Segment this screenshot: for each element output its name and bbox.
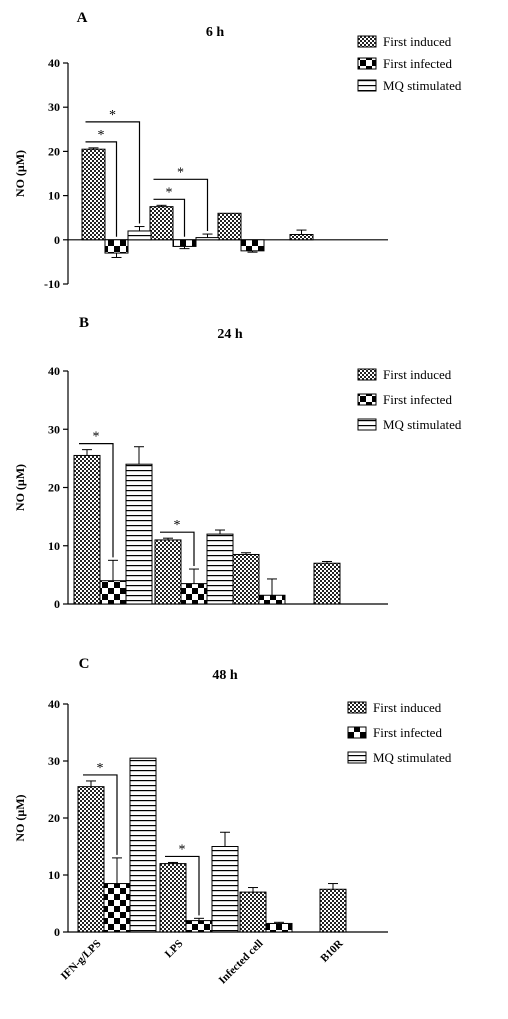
- category-label: IFN-g/LPS: [59, 938, 104, 983]
- y-axis-label: NO (μM): [13, 464, 27, 511]
- legend-label: First infected: [373, 725, 442, 740]
- legend-swatch: [347, 751, 367, 764]
- bar: [217, 212, 242, 241]
- significance-bracket: [83, 774, 118, 855]
- significance-bracket: [160, 531, 195, 567]
- chart-title-B: 24 h: [217, 327, 243, 342]
- legend-swatch: [357, 35, 377, 48]
- y-tick-label: 40: [48, 697, 60, 711]
- significance-star: *: [93, 430, 100, 445]
- significance-star: *: [97, 761, 104, 776]
- legend-swatch: [357, 368, 377, 381]
- legend-swatch: [357, 79, 377, 92]
- bar: [129, 757, 157, 933]
- y-tick-label: 20: [48, 811, 60, 825]
- y-axis-label: NO (μM): [13, 150, 27, 197]
- bar: [125, 463, 153, 605]
- significance-bracket: [85, 141, 118, 237]
- panel-letter-B: B: [79, 315, 89, 331]
- bar: [172, 239, 197, 247]
- bar: [154, 539, 182, 605]
- legend-label: First infected: [383, 56, 452, 71]
- bar: [103, 883, 131, 933]
- significance-bracket: [153, 178, 209, 232]
- bar: [99, 580, 127, 605]
- significance-star: *: [174, 518, 181, 533]
- legend-label: First induced: [383, 367, 452, 382]
- y-tick-label: 30: [48, 754, 60, 768]
- bar: [81, 148, 106, 241]
- bar: [185, 920, 213, 933]
- legend-swatch: [357, 418, 377, 431]
- y-axis-label: NO (μM): [13, 794, 27, 841]
- y-tick-label: 0: [54, 925, 60, 939]
- significance-bracket: [165, 855, 200, 916]
- bar: [211, 846, 239, 933]
- bar: [104, 239, 129, 254]
- legend-label: First induced: [383, 34, 452, 49]
- y-tick-label: 10: [48, 539, 60, 553]
- legend-swatch: [357, 393, 377, 406]
- bar: [180, 583, 208, 605]
- bar: [313, 562, 341, 605]
- chart-title-A: 6 h: [206, 25, 225, 40]
- significance-star: *: [166, 185, 173, 200]
- bar: [127, 230, 152, 241]
- bar: [73, 454, 101, 605]
- significance-star: *: [98, 128, 105, 143]
- legend-label: MQ stimulated: [383, 417, 462, 432]
- bar: [239, 891, 267, 933]
- legend-label: First induced: [373, 700, 442, 715]
- y-tick-label: 0: [54, 233, 60, 247]
- legend-swatch: [347, 701, 367, 714]
- chart-title-C: 48 h: [212, 668, 238, 683]
- significance-bracket: [153, 198, 186, 237]
- legend-label: MQ stimulated: [373, 750, 452, 765]
- category-label: LPS: [163, 938, 186, 961]
- panel-letter-A: A: [77, 10, 88, 26]
- y-tick-label: 10: [48, 189, 60, 203]
- bar: [319, 888, 347, 933]
- category-label: Infected cell: [217, 938, 266, 987]
- bar: [195, 237, 220, 241]
- significance-star: *: [179, 842, 186, 857]
- significance-bracket: [79, 443, 114, 558]
- bar: [77, 786, 105, 933]
- significance-star: *: [177, 165, 184, 180]
- legend-label: First infected: [383, 392, 452, 407]
- bar: [159, 863, 187, 933]
- bar: [289, 233, 314, 241]
- y-tick-label: 30: [48, 422, 60, 436]
- legend-label: MQ stimulated: [383, 78, 462, 93]
- y-tick-label: 40: [48, 56, 60, 70]
- y-tick-label: 20: [48, 144, 60, 158]
- bar: [149, 206, 174, 241]
- y-tick-label: 20: [48, 481, 60, 495]
- legend-swatch: [357, 57, 377, 70]
- y-tick-label: 40: [48, 364, 60, 378]
- bar: [265, 922, 293, 933]
- y-tick-label: -10: [44, 277, 60, 291]
- category-label: B10R: [318, 937, 346, 965]
- y-tick-label: 30: [48, 100, 60, 114]
- significance-bracket: [85, 121, 141, 224]
- y-tick-label: 10: [48, 868, 60, 882]
- panel-letter-C: C: [79, 656, 90, 672]
- significance-star: *: [109, 108, 116, 123]
- y-tick-label: 0: [54, 597, 60, 611]
- bar: [206, 533, 234, 605]
- legend-swatch: [347, 726, 367, 739]
- bar: [240, 239, 265, 252]
- bar: [232, 553, 260, 605]
- bar: [258, 594, 286, 605]
